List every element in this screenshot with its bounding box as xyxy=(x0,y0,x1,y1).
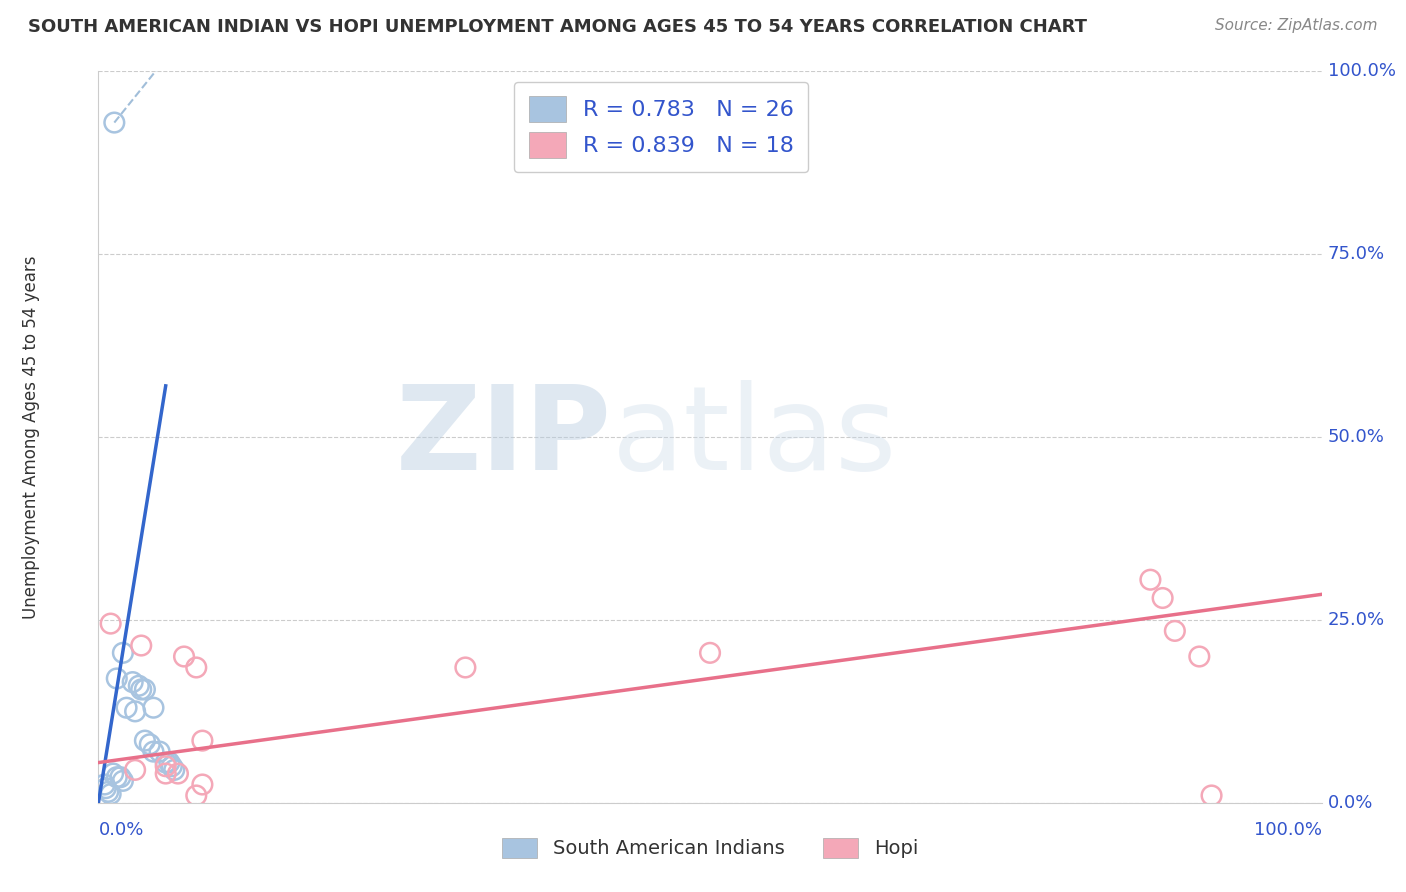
Point xyxy=(94,781,117,796)
Point xyxy=(111,773,134,788)
Point xyxy=(186,789,208,803)
Point xyxy=(134,682,156,697)
Point xyxy=(155,756,177,770)
Text: SOUTH AMERICAN INDIAN VS HOPI UNEMPLOYMENT AMONG AGES 45 TO 54 YEARS CORRELATION: SOUTH AMERICAN INDIAN VS HOPI UNEMPLOYME… xyxy=(28,18,1087,36)
Point xyxy=(100,616,122,631)
Point xyxy=(1152,591,1174,605)
Text: Source: ZipAtlas.com: Source: ZipAtlas.com xyxy=(1215,18,1378,33)
Point xyxy=(149,745,172,759)
Point xyxy=(142,745,165,759)
Point xyxy=(115,700,138,714)
Point xyxy=(163,763,186,777)
Text: 75.0%: 75.0% xyxy=(1327,245,1385,263)
Point xyxy=(454,660,477,674)
Point xyxy=(129,682,152,697)
Point xyxy=(105,770,128,784)
Point xyxy=(121,675,143,690)
Point xyxy=(124,705,146,719)
Point xyxy=(128,679,150,693)
Point xyxy=(139,737,162,751)
Text: atlas: atlas xyxy=(612,380,897,494)
Point xyxy=(101,766,124,780)
Text: 100.0%: 100.0% xyxy=(1254,821,1322,839)
Point xyxy=(160,759,183,773)
Text: 50.0%: 50.0% xyxy=(1327,428,1385,446)
Point xyxy=(699,646,721,660)
Point xyxy=(157,756,180,770)
Point xyxy=(155,759,177,773)
Point xyxy=(1188,649,1211,664)
Point xyxy=(134,733,156,747)
Point xyxy=(105,672,128,686)
Point xyxy=(142,700,165,714)
Point xyxy=(124,763,146,777)
Point xyxy=(129,639,152,653)
Point xyxy=(100,787,122,801)
Point xyxy=(111,646,134,660)
Point xyxy=(103,115,125,129)
Point xyxy=(191,777,214,792)
Point xyxy=(1164,624,1187,638)
Text: ZIP: ZIP xyxy=(396,380,612,494)
Point xyxy=(155,766,177,780)
Legend: South American Indians, Hopi: South American Indians, Hopi xyxy=(494,830,927,866)
Point xyxy=(186,660,208,674)
Point xyxy=(191,733,214,747)
Point xyxy=(97,785,120,799)
Text: Unemployment Among Ages 45 to 54 years: Unemployment Among Ages 45 to 54 years xyxy=(22,255,41,619)
Text: 0.0%: 0.0% xyxy=(1327,794,1374,812)
Point xyxy=(173,649,195,664)
Text: 0.0%: 0.0% xyxy=(98,821,143,839)
Point xyxy=(110,770,132,784)
Text: 25.0%: 25.0% xyxy=(1327,611,1385,629)
Point xyxy=(93,777,115,792)
Point xyxy=(1201,789,1223,803)
Point xyxy=(167,766,190,780)
Text: 100.0%: 100.0% xyxy=(1327,62,1396,80)
Point xyxy=(1139,573,1161,587)
